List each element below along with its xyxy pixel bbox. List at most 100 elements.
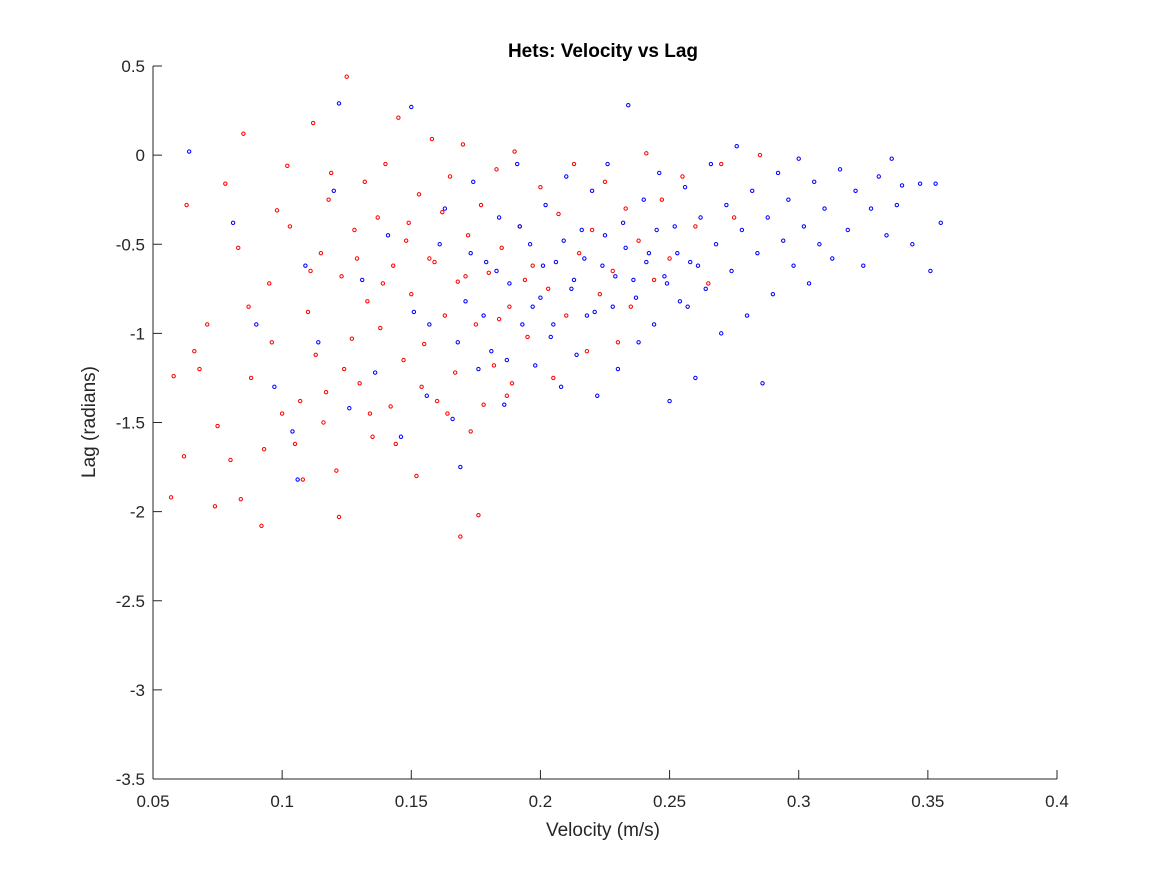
data-point (274, 208, 280, 213)
data-point (884, 233, 889, 238)
data-point (473, 322, 479, 327)
data-point (631, 277, 636, 283)
data-point (372, 370, 378, 375)
data-point (628, 304, 634, 309)
data-point (801, 224, 807, 229)
data-point (731, 215, 737, 220)
data-point (354, 256, 360, 261)
y-tick-label: -2 (130, 503, 145, 522)
data-point (755, 250, 760, 256)
data-point (545, 286, 551, 292)
data-point (396, 115, 401, 120)
data-point (378, 325, 383, 331)
y-tick-label: -3 (130, 681, 145, 700)
data-point (512, 149, 517, 154)
data-point (613, 274, 618, 279)
data-point (644, 259, 649, 265)
data-point (298, 398, 303, 404)
data-point (576, 250, 582, 256)
data-point (569, 286, 574, 292)
data-point (455, 340, 460, 345)
data-point (450, 416, 455, 422)
data-point (186, 149, 192, 154)
data-point (695, 263, 701, 268)
data-point (383, 161, 388, 167)
data-point (290, 429, 295, 434)
data-point (445, 411, 450, 416)
data-point (215, 423, 220, 429)
data-point (584, 349, 590, 354)
data-point (370, 434, 375, 439)
data-point (558, 384, 564, 390)
data-point (481, 313, 486, 318)
data-point (680, 174, 685, 179)
data-point (347, 406, 352, 411)
data-point (442, 206, 448, 211)
x-tick-label: 0.4 (1045, 792, 1069, 811)
data-point (538, 185, 543, 190)
data-point (507, 304, 512, 309)
data-point (579, 227, 584, 233)
data-point (424, 393, 429, 398)
data-point (626, 103, 631, 108)
data-point (540, 263, 546, 268)
data-point (719, 331, 724, 336)
data-point (620, 220, 626, 226)
data-point (336, 514, 342, 520)
data-point (530, 304, 535, 309)
data-point (427, 256, 432, 261)
data-point (646, 250, 652, 256)
data-point (662, 274, 667, 279)
data-point (334, 468, 339, 473)
data-point (520, 322, 525, 327)
x-tick-label: 0.05 (136, 792, 169, 811)
data-point (205, 322, 210, 327)
data-point (600, 263, 605, 268)
data-point (786, 197, 791, 202)
data-point (241, 131, 246, 136)
data-point (419, 384, 424, 390)
data-point (861, 263, 866, 268)
data-point (391, 263, 396, 268)
data-point (409, 104, 414, 110)
data-point (729, 268, 734, 274)
data-point (917, 181, 923, 186)
data-point (667, 256, 672, 261)
data-point (644, 151, 649, 156)
data-point (269, 340, 275, 345)
data-point (775, 170, 781, 176)
data-point (279, 411, 285, 416)
data-point (623, 206, 628, 211)
series-0 (168, 74, 763, 539)
data-point (659, 197, 665, 202)
data-point (830, 256, 835, 261)
data-point (757, 152, 763, 158)
data-point (316, 340, 321, 345)
data-point (465, 233, 471, 238)
data-point (308, 268, 313, 274)
data-point (551, 322, 556, 327)
data-point (486, 270, 491, 275)
data-point (664, 281, 670, 286)
data-point (615, 340, 621, 345)
data-point (719, 161, 724, 167)
data-point (533, 363, 538, 368)
data-point (502, 402, 507, 407)
data-point (352, 227, 357, 233)
y-tick-label: -1.5 (116, 414, 145, 433)
data-point (633, 295, 639, 300)
data-point (837, 167, 843, 172)
data-point (564, 174, 569, 179)
data-point (507, 281, 512, 286)
data-point (458, 464, 463, 470)
data-point (212, 504, 218, 509)
data-point (553, 259, 559, 265)
data-point (427, 322, 432, 327)
data-point (713, 242, 719, 247)
data-point (602, 179, 608, 185)
data-point (228, 457, 233, 463)
data-point (440, 209, 445, 215)
data-point (589, 227, 595, 233)
data-point (303, 263, 308, 268)
